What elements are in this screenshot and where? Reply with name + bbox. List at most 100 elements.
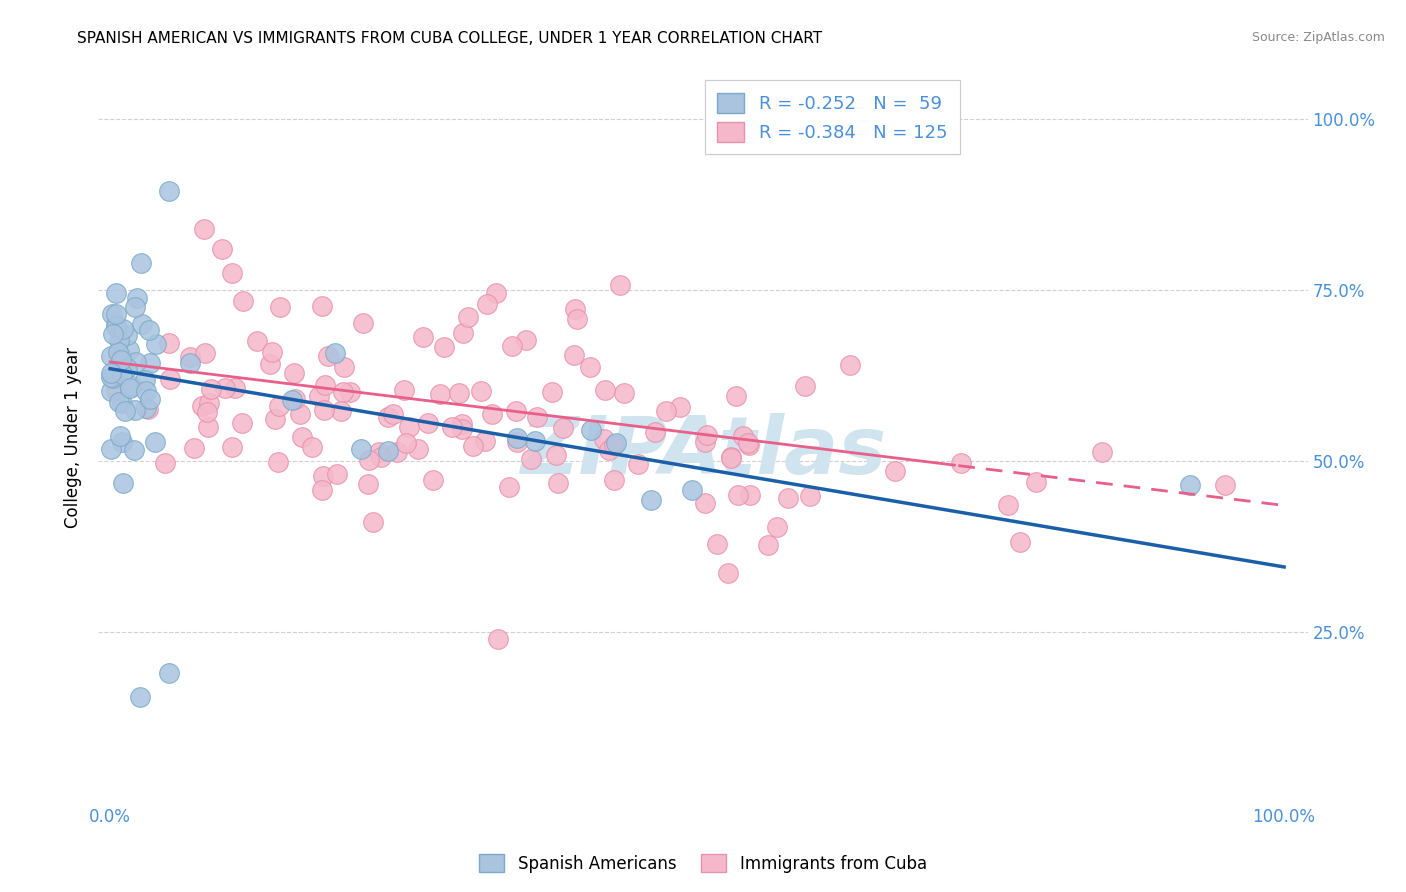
Point bbox=[110, 353, 132, 368]
Point bbox=[731, 429, 754, 443]
Point bbox=[131, 317, 153, 331]
Point bbox=[644, 425, 666, 439]
Point bbox=[766, 520, 789, 534]
Point bbox=[377, 410, 399, 425]
Point bbox=[603, 438, 626, 452]
Point bbox=[564, 302, 586, 317]
Point bbox=[756, 538, 779, 552]
Point bbox=[370, 450, 392, 464]
Point bbox=[609, 277, 631, 292]
Point bbox=[392, 383, 415, 397]
Point bbox=[776, 491, 799, 505]
Point bbox=[706, 536, 728, 550]
Point bbox=[224, 381, 246, 395]
Point bbox=[108, 333, 131, 347]
Point bbox=[693, 496, 716, 510]
Point bbox=[157, 335, 180, 350]
Point bbox=[449, 385, 471, 400]
Point bbox=[498, 479, 520, 493]
Point bbox=[259, 357, 281, 371]
Point bbox=[450, 422, 472, 436]
Point bbox=[105, 308, 128, 322]
Point bbox=[124, 442, 146, 457]
Text: ZIPAtlas: ZIPAtlas bbox=[520, 413, 886, 491]
Point bbox=[368, 445, 391, 459]
Point bbox=[457, 310, 479, 324]
Point bbox=[107, 395, 129, 409]
Point bbox=[153, 456, 176, 470]
Point bbox=[139, 356, 162, 370]
Point bbox=[799, 489, 821, 503]
Point bbox=[501, 339, 523, 353]
Point bbox=[316, 349, 339, 363]
Point bbox=[108, 429, 131, 443]
Point bbox=[598, 442, 620, 457]
Point bbox=[193, 221, 215, 235]
Point bbox=[100, 349, 122, 363]
Point bbox=[125, 292, 148, 306]
Point bbox=[100, 366, 122, 380]
Point bbox=[105, 383, 128, 397]
Point bbox=[195, 405, 218, 419]
Point bbox=[325, 467, 347, 482]
Point bbox=[105, 318, 128, 333]
Point bbox=[314, 377, 336, 392]
Point bbox=[461, 439, 484, 453]
Point bbox=[794, 379, 817, 393]
Point bbox=[451, 326, 474, 341]
Point bbox=[350, 442, 373, 457]
Point bbox=[191, 399, 214, 413]
Point bbox=[357, 476, 380, 491]
Point bbox=[111, 435, 134, 450]
Point bbox=[214, 381, 236, 395]
Point bbox=[481, 407, 503, 421]
Point bbox=[111, 367, 134, 381]
Point bbox=[197, 419, 219, 434]
Point bbox=[143, 434, 166, 449]
Point bbox=[603, 474, 626, 488]
Point bbox=[579, 359, 602, 374]
Point bbox=[200, 382, 222, 396]
Point bbox=[485, 285, 508, 300]
Point bbox=[312, 402, 335, 417]
Point bbox=[717, 566, 740, 580]
Point bbox=[157, 665, 180, 680]
Point bbox=[107, 344, 129, 359]
Point bbox=[422, 473, 444, 487]
Point bbox=[262, 344, 284, 359]
Point bbox=[526, 410, 548, 425]
Point bbox=[179, 350, 201, 364]
Point bbox=[540, 384, 562, 399]
Point bbox=[267, 455, 290, 469]
Point bbox=[352, 316, 374, 330]
Point bbox=[110, 349, 132, 363]
Point bbox=[339, 385, 361, 400]
Point bbox=[264, 412, 287, 426]
Point bbox=[115, 328, 138, 343]
Point bbox=[605, 435, 627, 450]
Point bbox=[311, 483, 333, 497]
Point bbox=[395, 436, 418, 450]
Point bbox=[138, 323, 160, 337]
Point bbox=[727, 488, 749, 502]
Point bbox=[269, 300, 291, 314]
Point bbox=[377, 443, 399, 458]
Point bbox=[738, 488, 761, 502]
Legend: Spanish Americans, Immigrants from Cuba: Spanish Americans, Immigrants from Cuba bbox=[472, 847, 934, 880]
Point bbox=[433, 340, 456, 354]
Point bbox=[135, 401, 157, 415]
Point bbox=[100, 384, 122, 399]
Point bbox=[613, 385, 636, 400]
Point bbox=[183, 441, 205, 455]
Point bbox=[562, 348, 585, 362]
Point bbox=[145, 337, 167, 351]
Point bbox=[105, 320, 128, 334]
Point bbox=[523, 434, 546, 449]
Point bbox=[720, 450, 742, 465]
Point bbox=[950, 456, 973, 470]
Point bbox=[121, 379, 143, 393]
Point bbox=[506, 434, 529, 449]
Point bbox=[311, 299, 333, 313]
Point bbox=[1025, 475, 1047, 489]
Point bbox=[593, 384, 616, 398]
